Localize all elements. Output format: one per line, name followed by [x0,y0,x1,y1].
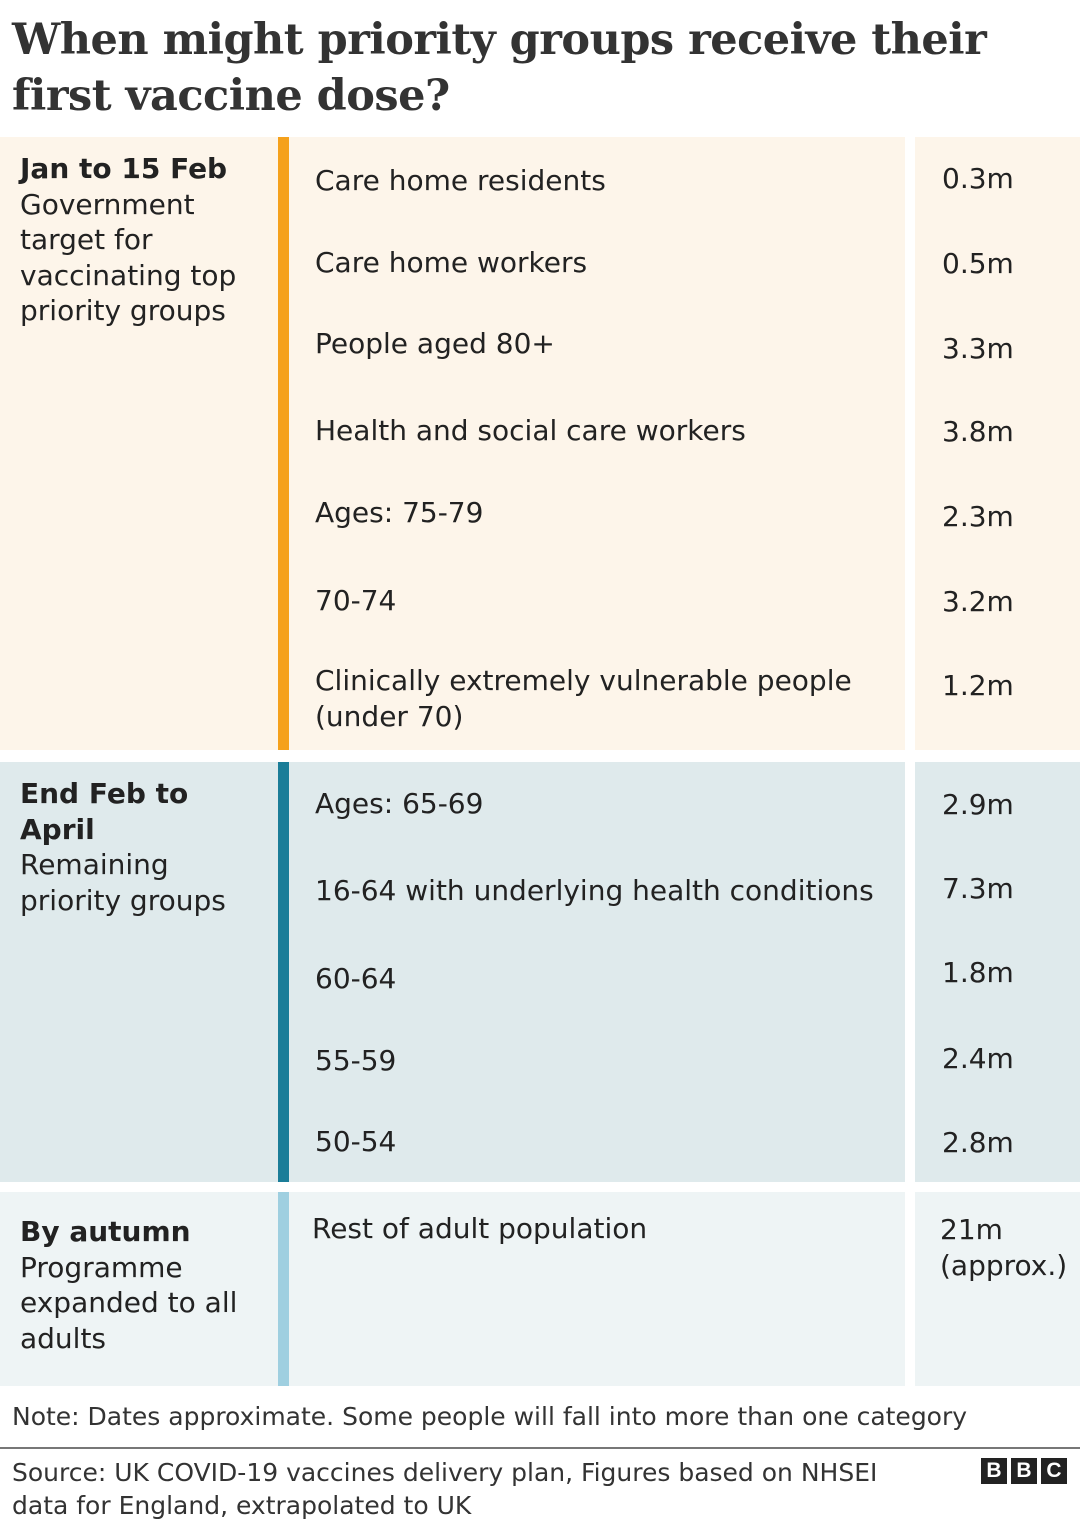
group-name: 16-64 with underlying health conditions [315,874,874,907]
group-name: Ages: 65-69 [315,787,484,820]
phase-color-bar [278,1192,289,1386]
group-name: 55-59 [315,1044,397,1077]
group-value: 0.5m [942,247,1014,280]
phase-section: Jan to 15 Feb Government target for vacc… [0,137,1080,750]
group-value: 21m (approx.) [940,1213,1068,1282]
phase-description: Government target for vaccinating top pr… [20,187,237,328]
group-value: 1.8m [942,956,1014,989]
phase-color-bar [278,137,289,750]
group-name: 50-54 [315,1125,397,1158]
groups-cell [289,1192,905,1386]
group-name: Clinically extremely vulnerable people (… [315,664,852,733]
group-value: 3.2m [942,585,1014,618]
groups-cell [289,762,905,1182]
group-name: Health and social care workers [315,414,746,447]
phase-label: End Feb to April Remaining priority grou… [20,776,270,918]
group-name: Ages: 75-79 [315,496,484,529]
group-value: 3.8m [942,415,1014,448]
phase-description: Remaining priority groups [20,848,226,917]
phase-label: Jan to 15 Feb Government target for vacc… [20,151,270,329]
divider [0,1447,1080,1449]
page-title: When might priority groups receive their… [12,15,987,121]
group-value: 2.4m [942,1042,1014,1075]
phase-period: Jan to 15 Feb [20,152,228,185]
source: Source: UK COVID-19 vaccines delivery pl… [12,1458,878,1520]
group-name: Rest of adult population [312,1212,648,1245]
group-name: People aged 80+ [315,327,555,360]
group-value: 2.3m [942,500,1014,533]
phase-period: By autumn [20,1215,191,1248]
phase-section: End Feb to April Remaining priority grou… [0,762,1080,1182]
values-cell [915,1192,1080,1386]
groups-cell [289,137,905,750]
values-cell [915,762,1080,1182]
group-name: 70-74 [315,584,397,617]
phase-label-cell [0,1192,278,1386]
note: Note: Dates approximate. Some people wil… [12,1402,968,1431]
group-name: Care home workers [315,246,588,279]
group-value: 1.2m [942,669,1014,702]
group-value: 7.3m [942,872,1014,905]
phase-color-bar [278,762,289,1182]
phase-label: By autumn Programme expanded to all adul… [20,1214,270,1356]
group-value: 3.3m [942,332,1014,365]
phase-description: Programme expanded to all adults [20,1250,238,1355]
phase-label-cell [0,762,278,1182]
group-name: Care home residents [315,164,606,197]
group-value: 0.3m [942,162,1014,195]
group-name: 60-64 [315,962,397,995]
values-cell [915,137,1080,750]
phase-period: End Feb to April [20,777,189,846]
group-value: 2.8m [942,1126,1014,1159]
group-value: 2.9m [942,788,1014,821]
phase-section: By autumn Programme expanded to all adul… [0,1192,1080,1386]
phase-label-cell [0,137,278,750]
